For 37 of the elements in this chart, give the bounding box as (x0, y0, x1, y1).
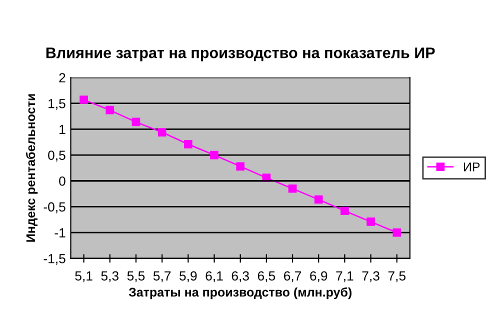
y-tick-label: -1 (54, 228, 66, 238)
point (158, 128, 166, 136)
chart-title: Влияние затрат на производство на показатель ИР (46, 48, 435, 62)
x-tick-label: 5,9 (180, 271, 197, 282)
point (106, 106, 114, 114)
legend-label: ИР (464, 162, 480, 172)
point (340, 206, 349, 216)
point (210, 150, 218, 160)
y-tick-label: -0,5 (44, 202, 66, 214)
y-tick-label: 0 (59, 176, 66, 186)
x-tick-label: 6,5 (258, 271, 276, 282)
x-tick-label: 5,7 (153, 271, 171, 282)
x-tick-label: 6,7 (284, 271, 302, 282)
y-tick-label: -1,5 (44, 254, 66, 265)
x-tick-label: 6,1 (206, 271, 223, 282)
point (80, 96, 88, 104)
point (184, 140, 192, 148)
point (314, 195, 323, 204)
y-tick-label: 2 (59, 73, 66, 82)
point (236, 162, 245, 171)
x-tick-label: 6,9 (310, 271, 328, 282)
x-tick-label: 5,1 (75, 271, 92, 282)
point (366, 218, 375, 226)
x-tick-label: 7,1 (336, 271, 354, 282)
x-tick-label: 5,5 (127, 271, 145, 282)
point (288, 184, 297, 193)
y-axis-title: Индекс рентабельности (26, 94, 38, 242)
x-axis-title: Затраты на производство (млн.руб) (128, 287, 352, 300)
x-tick-label: 5,3 (101, 271, 118, 282)
x-tick-label: 6,3 (232, 271, 249, 282)
x-tick-label: 7,5 (388, 271, 406, 282)
point (392, 228, 402, 237)
x-tick-label: 7,3 (362, 271, 380, 282)
y-tick-label: 1,5 (48, 99, 66, 110)
point (132, 118, 140, 126)
y-tick-label: 1 (60, 124, 66, 134)
y-tick-label: 0,5 (48, 150, 66, 162)
